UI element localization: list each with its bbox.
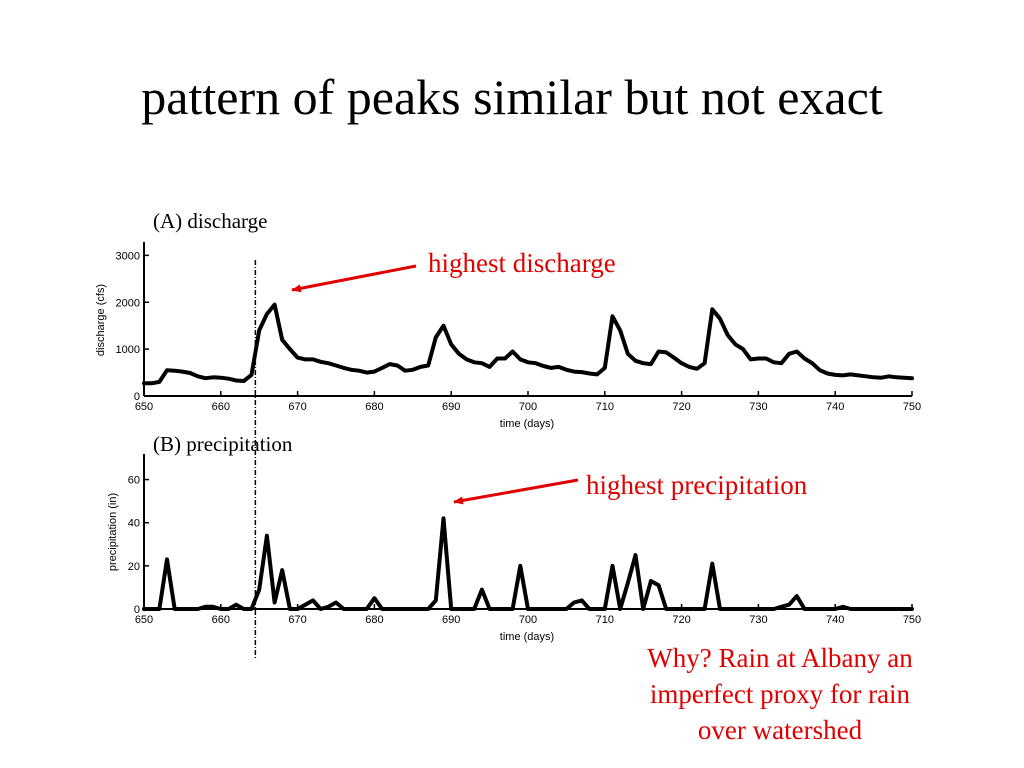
chart-discharge: (A) discharge time (days) discharge (cfs… (95, 209, 921, 430)
why-explanation: Why? Rain at Albany an imperfect proxy f… (600, 640, 960, 748)
chart-precipitation-ylabel: precipitation (in) (107, 493, 119, 571)
x-tick-label: 670 (288, 401, 306, 413)
x-tick-label: 680 (365, 401, 383, 413)
chart-precipitation-xlabel: time (days) (500, 631, 554, 643)
x-tick-label: 650 (135, 401, 153, 413)
y-tick-label: 1000 (116, 344, 140, 356)
x-tick-label: 730 (749, 401, 767, 413)
x-tick-label: 690 (442, 614, 460, 626)
why-line: imperfect proxy for rain (649, 679, 911, 709)
chart-precipitation-title: (B) precipitation (153, 432, 293, 456)
x-tick-label: 710 (596, 614, 614, 626)
y-tick-label: 40 (128, 518, 140, 530)
x-tick-label: 700 (519, 614, 537, 626)
x-tick-label: 750 (903, 401, 921, 413)
chart-precipitation: (B) precipitation time (days) precipitat… (107, 432, 921, 643)
annotation-discharge: highest discharge (291, 248, 616, 293)
x-tick-label: 730 (749, 614, 767, 626)
x-tick-label: 670 (288, 614, 306, 626)
y-tick-label: 2000 (116, 297, 140, 309)
y-tick-label: 60 (128, 475, 140, 487)
annotation-precipitation-arrow (453, 478, 579, 505)
annotation-discharge-arrow (291, 264, 417, 293)
annotation-discharge-label: highest discharge (428, 248, 616, 278)
chart-discharge-ylabel: discharge (cfs) (95, 284, 107, 356)
x-tick-label: 650 (135, 614, 153, 626)
annotation-precipitation-label: highest precipitation (586, 470, 808, 500)
y-tick-label: 0 (134, 391, 140, 403)
x-tick-label: 720 (672, 614, 690, 626)
x-tick-label: 710 (596, 401, 614, 413)
y-tick-label: 0 (134, 604, 140, 616)
chart-discharge-xlabel: time (days) (500, 418, 554, 430)
why-line: over watershed (697, 715, 863, 745)
why-line: Why? Rain at Albany an (647, 643, 913, 673)
slide-title: pattern of peaks similar but not exact (141, 69, 883, 125)
chart-discharge-title: (A) discharge (153, 209, 268, 233)
y-tick-label: 20 (128, 561, 140, 573)
x-tick-label: 660 (212, 401, 230, 413)
annotation-precipitation: highest precipitation (453, 470, 808, 505)
x-tick-label: 740 (826, 401, 844, 413)
x-tick-label: 750 (903, 614, 921, 626)
x-tick-label: 720 (672, 401, 690, 413)
chart-discharge-axes: 650 660 670 680 690 700 710 720 730 740 750 0 1000 20… (116, 242, 921, 413)
x-tick-label: 680 (365, 614, 383, 626)
x-tick-label: 660 (212, 614, 230, 626)
x-tick-label: 740 (826, 614, 844, 626)
y-tick-label: 3000 (116, 250, 140, 262)
chart-discharge-series-line (142, 302, 914, 386)
x-tick-label: 700 (519, 401, 537, 413)
x-tick-label: 690 (442, 401, 460, 413)
chart-precipitation-series-line (142, 516, 914, 611)
